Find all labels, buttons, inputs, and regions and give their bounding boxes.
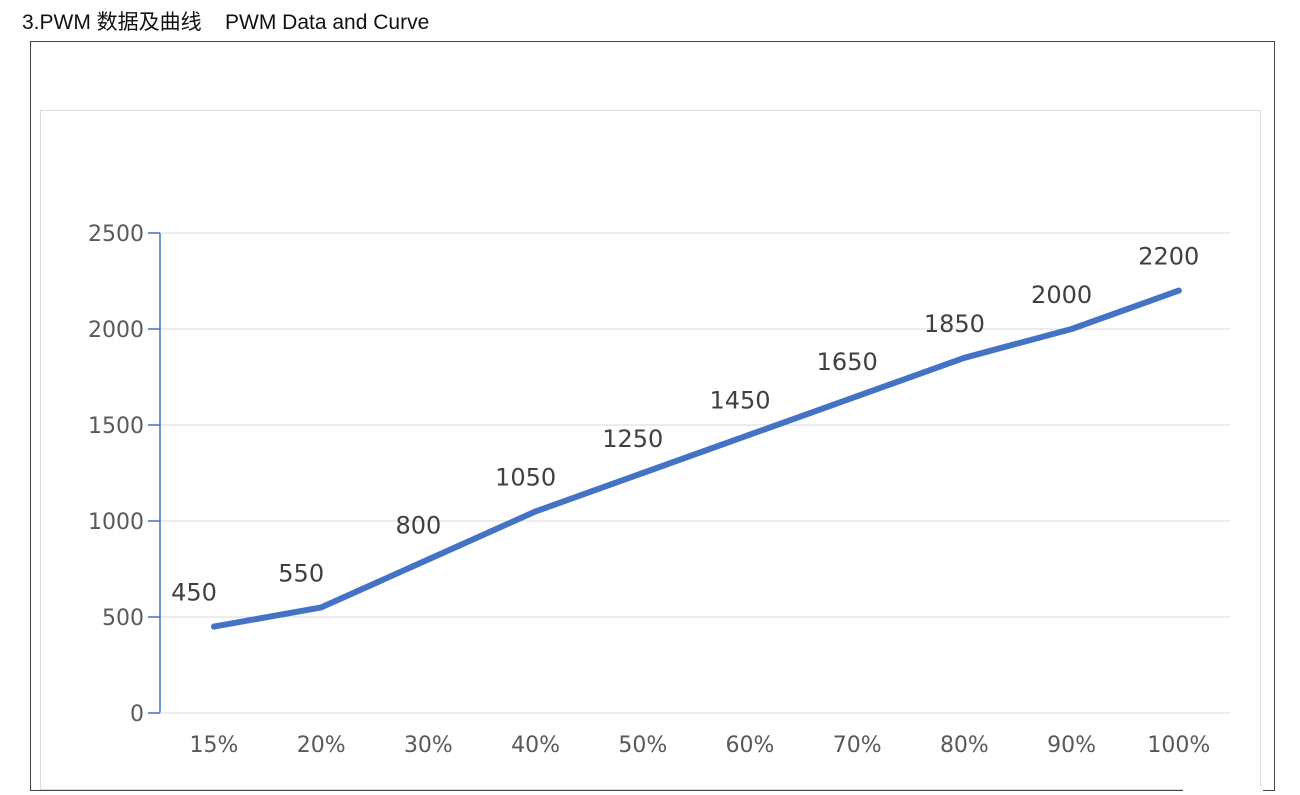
data-point <box>639 470 646 476</box>
x-tick-label: 60% <box>726 733 775 758</box>
gridlines <box>160 232 1230 618</box>
data-label: 1050 <box>495 463 556 491</box>
y-tick-label: 2500 <box>88 222 144 247</box>
data-labels: 450 550 800 1050 1250 1450 1650 1850 2000 2200 <box>171 243 1199 607</box>
chart-plot-frame <box>40 110 1261 790</box>
data-label: 1450 <box>709 387 770 415</box>
x-tick-label: 15% <box>190 733 239 758</box>
x-tick-label: 70% <box>833 733 882 758</box>
x-tick-label: 30% <box>404 733 453 758</box>
axes <box>148 232 1230 714</box>
x-tick-label: 50% <box>618 733 667 758</box>
data-point <box>1175 287 1182 294</box>
frame-notch <box>1183 786 1263 795</box>
x-tick-label: 100% <box>1147 733 1210 758</box>
x-tick-label: 90% <box>1047 733 1096 758</box>
data-point <box>854 393 861 400</box>
y-tick-label: 2000 <box>88 318 144 343</box>
data-point <box>1068 326 1075 332</box>
data-label: 2000 <box>1031 281 1092 309</box>
x-tick-label: 80% <box>940 733 989 758</box>
x-tick-label: 40% <box>511 733 560 758</box>
data-point <box>211 623 217 630</box>
y-tick-label: 0 <box>130 702 144 727</box>
data-point <box>425 556 432 563</box>
page-heading: 3.PWM 数据及曲线 PWM Data and Curve <box>22 11 430 34</box>
chart-outer-frame <box>30 41 1275 791</box>
data-label: 2200 <box>1138 243 1199 271</box>
series-line-group <box>211 287 1182 630</box>
data-point <box>747 431 753 438</box>
data-label: 1650 <box>817 348 878 376</box>
y-tick-label: 1500 <box>88 414 144 439</box>
data-point <box>318 604 325 611</box>
data-label: 550 <box>278 559 324 587</box>
y-tick-labels: 0 500 1000 1500 2000 2500 <box>88 222 144 727</box>
y-tick-label: 1000 <box>88 510 144 535</box>
data-label: 450 <box>171 579 217 607</box>
data-point <box>532 508 539 515</box>
data-label: 800 <box>395 511 441 539</box>
series-line <box>211 287 1182 630</box>
data-label: 1850 <box>924 310 985 338</box>
data-label: 1250 <box>602 425 663 453</box>
data-point <box>961 354 968 361</box>
x-tick-label: 20% <box>297 733 346 758</box>
y-tick-label: 500 <box>102 606 144 631</box>
x-tick-labels: 15% 20% 30% 40% 50% 60% 70% 80% 90% 100% <box>190 733 1211 758</box>
